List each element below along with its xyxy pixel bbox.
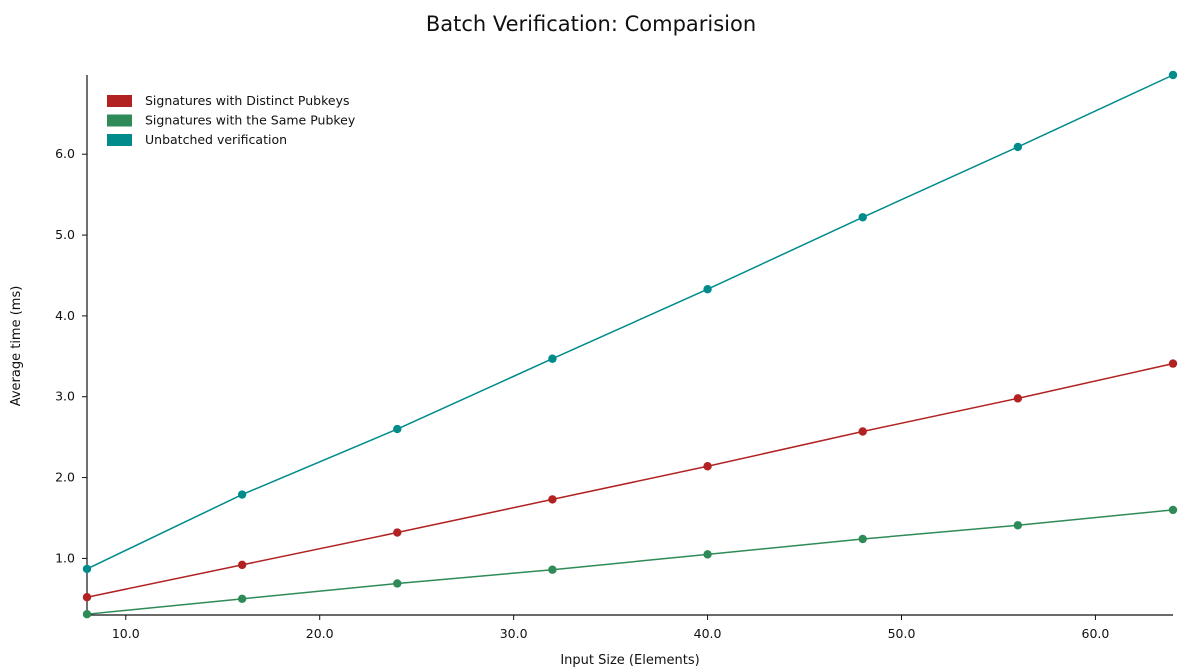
legend-label: Signatures with Distinct Pubkeys xyxy=(145,93,350,108)
x-tick-label: 30.0 xyxy=(500,626,528,641)
data-point xyxy=(548,495,557,504)
data-point xyxy=(1168,359,1178,368)
x-axis-label: Input Size (Elements) xyxy=(560,653,699,668)
data-point xyxy=(548,565,557,574)
data-point xyxy=(393,579,402,588)
data-point xyxy=(237,560,247,570)
data-point xyxy=(858,534,867,544)
data-point xyxy=(237,594,247,604)
series-line xyxy=(86,362,1174,598)
legend-swatch xyxy=(107,134,132,146)
y-axis-label: Average time (ms) xyxy=(9,286,24,407)
y-tick-label: 6.0 xyxy=(55,146,75,161)
x-tick-label: 20.0 xyxy=(306,626,334,641)
x-tick-label: 40.0 xyxy=(694,626,722,641)
data-point xyxy=(703,285,712,294)
data-point xyxy=(858,427,867,436)
series-1 xyxy=(82,505,1178,619)
data-point xyxy=(1168,505,1178,515)
x-tick-label: 10.0 xyxy=(112,626,140,641)
y-tick-label: 1.0 xyxy=(55,550,75,565)
data-point xyxy=(703,550,712,559)
data-point xyxy=(393,528,402,537)
y-tick-label: 4.0 xyxy=(55,308,75,323)
y-tick-label: 3.0 xyxy=(55,389,75,404)
data-point xyxy=(82,609,92,619)
y-tick-label: 2.0 xyxy=(55,470,75,485)
legend-label: Unbatched verification xyxy=(145,132,287,147)
series-2 xyxy=(82,70,1178,574)
series-line xyxy=(86,509,1174,615)
data-point xyxy=(1013,394,1023,403)
data-point xyxy=(703,462,712,471)
chart-title: Batch Verification: Comparision xyxy=(426,12,756,36)
series-line xyxy=(86,74,1174,570)
data-point xyxy=(858,213,867,222)
x-tick-label: 60.0 xyxy=(1082,626,1110,641)
series-0 xyxy=(82,359,1178,602)
legend-swatch xyxy=(107,114,132,127)
data-point xyxy=(1013,142,1023,152)
legend-swatch xyxy=(107,95,132,107)
data-point xyxy=(1168,70,1178,80)
data-point xyxy=(1013,521,1023,530)
data-point xyxy=(82,564,92,574)
data-point xyxy=(393,424,402,434)
data-point xyxy=(237,490,247,499)
data-point xyxy=(548,354,557,363)
series-layer xyxy=(82,70,1178,619)
x-tick-label: 50.0 xyxy=(888,626,916,641)
axes: 10.0 20.0 30.0 40.0 50.0 60.0 1.0 2.0 3.0 4.0 5.0 6… xyxy=(55,75,1173,641)
y-tick-label: 5.0 xyxy=(55,227,75,242)
legend: Signatures with Distinct Pubkeys Signatur… xyxy=(107,93,356,147)
data-point xyxy=(82,593,92,602)
legend-label: Signatures with the Same Pubkey xyxy=(145,113,356,128)
